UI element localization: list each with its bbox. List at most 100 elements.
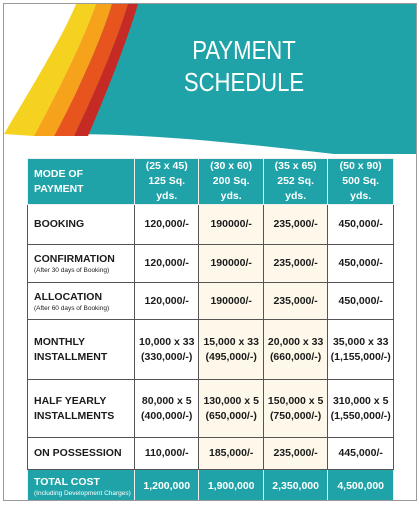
cell: 235,000/- [262,204,329,245]
row-note: (After 30 days of Booking) [34,267,110,274]
plot-size: (50 x 90) [339,160,382,172]
total-label: TOTAL COST (Including Development Charges… [27,469,135,500]
row-label-line: INSTALLMENT [34,350,108,363]
column-header: MODE OF PAYMENT [27,158,135,205]
cell: 190000/- [198,244,264,283]
row-note: (After 60 days of Booking) [34,304,110,312]
cell: 80,000 x 5 (400,000/-) [133,379,200,438]
cell-line: 450,000/- [338,218,383,230]
schedule-table: MODE OF PAYMENT (25 x 45) 125 Sq. yds. (30 … [27,158,394,500]
title: PAYMENT SCHEDULE [168,34,321,98]
row: MONTHLY INSTALLMENT 10,000 x 33 (330,000/-)… [27,319,394,380]
cell-line: (660,000/-) [269,350,322,363]
row-label: BOOKING [27,204,135,245]
row-label-line: HALF YEARLY [34,394,107,407]
cell: 10,000 x 33 (330,000/-) [133,319,200,380]
cell-line: 235,000/- [273,447,318,459]
row-label-line: MONTHLY [34,335,85,348]
total-cell: 4,500,000 [327,469,394,500]
cell-line: 10,000 x 33 [138,335,195,348]
stripe-darkred [74,4,138,136]
row-label: CONFIRMATION (After 30 days of Booking) [27,244,135,283]
column-header: (30 x 60) 200 Sq. yds. [198,158,264,205]
row-label-line: ALLOCATION [34,290,103,303]
cell-line: 310,000 x 5 [332,394,389,407]
total-cell: 2,350,000 [262,469,329,500]
cell: 150,000 x 5 (750,000/-) [262,379,329,438]
stripe-yellow [4,4,96,136]
cell-line: 150,000 x 5 [267,394,324,407]
cell-line: (495,000/-) [205,350,257,363]
cell-line: (330,000/-) [141,350,193,363]
cell: 450,000/- [327,204,394,245]
cell-line: (1,550,000/-) [330,409,391,422]
cell-line: 235,000/- [273,218,318,230]
row-label: HALF YEARLY INSTALLMENTS [27,379,135,438]
row: CONFIRMATION (After 30 days of Booking) 12… [27,244,394,283]
plot-area: 252 Sq. yds. [277,175,315,202]
page: PAYMENT SCHEDULE MODE OF PAYMENT (25 x 45… [3,3,417,501]
title-line: SCHEDULE [183,67,305,97]
header-graphic [4,4,416,154]
cell: 445,000/- [327,437,394,470]
row: HALF YEARLY INSTALLMENTS 80,000 x 5 (400,00… [27,379,394,438]
total-label-text: TOTAL COST [34,475,100,488]
plot-area: 200 Sq. yds. [212,175,250,202]
cell: 450,000/- [327,282,394,320]
row: ALLOCATION (After 60 days of Booking) 120,… [27,282,394,320]
cell: 110,000/- [133,437,200,470]
total-note: (Including Development Charges) [34,489,131,497]
column-header: (35 x 65) 252 Sq. yds. [262,158,329,205]
total-cell: 1,900,000 [198,469,264,500]
cell: 35,000 x 33 (1,155,000/-) [327,319,394,380]
total-cell: 1,200,000 [133,469,200,500]
cell: 190000/- [198,204,264,245]
plot-size: (25 x 45) [145,160,188,172]
row-label: MONTHLY INSTALLMENT [27,319,135,380]
column-header: (25 x 45) 125 Sq. yds. [133,158,200,205]
row-label-line: CONFIRMATION [34,253,115,265]
row-label: ALLOCATION (After 60 days of Booking) [27,282,135,320]
cell-line: 15,000 x 33 [203,335,259,348]
row-label: ON POSSESSION [27,437,135,470]
cell: 310,000 x 5 (1,550,000/-) [327,379,394,438]
cell: 185,000/- [198,437,264,470]
cell: 130,000 x 5 (650,000/-) [198,379,264,438]
cell-line: (1,155,000/-) [330,350,391,363]
row-label-line: ON POSSESSION [34,447,122,459]
cell: 450,000/- [327,244,394,283]
cell: 120,000/- [133,282,200,320]
cell-line: 120,000/- [144,218,189,230]
plot-area: 500 Sq. yds. [342,175,380,202]
cell-line: (400,000/-) [141,409,193,422]
cell-line: 190000/- [210,294,252,307]
teal-banner [64,4,416,154]
cell: 190000/- [198,282,264,320]
cell: 20,000 x 33 (660,000/-) [262,319,329,380]
column-label: MODE OF PAYMENT [34,167,84,195]
cell-line: 445,000/- [338,447,383,459]
title-line: PAYMENT [192,35,296,65]
cell-line: 35,000 x 33 [332,335,389,348]
cell: 120,000/- [133,204,200,245]
row-label-line: INSTALLMENTS [34,409,115,422]
row: ON POSSESSION 110,000/- 185,000/- 235,000/-… [27,437,394,470]
cell-line: 130,000 x 5 [203,394,259,407]
cell-line: 120,000/- [144,294,189,307]
cell: 120,000/- [133,244,200,283]
header-row: MODE OF PAYMENT (25 x 45) 125 Sq. yds. (30 … [27,158,394,205]
total-row: TOTAL COST (Including Development Charges… [27,469,394,500]
cell-line: (750,000/-) [269,409,322,422]
plot-size: (35 x 65) [274,160,317,172]
cell-line: 110,000/- [144,447,189,459]
cell: 235,000/- [262,244,329,283]
plot-area: 125 Sq. yds. [148,175,186,202]
row-label-line: BOOKING [34,218,85,230]
row: BOOKING 120,000/- 190000/- 235,000/- 450,000… [27,204,394,245]
stripe-red [54,4,128,136]
cell: 235,000/- [262,282,329,320]
cell-line: 120,000/- [144,257,189,269]
cell-line: 450,000/- [338,257,383,269]
stripe-orange [34,4,112,136]
cell-line: 235,000/- [273,257,318,269]
